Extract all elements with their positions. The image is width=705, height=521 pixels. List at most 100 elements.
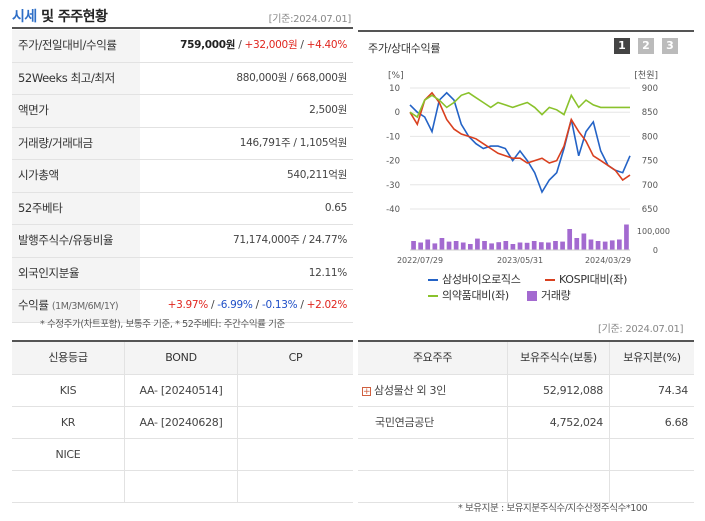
separator: / bbox=[297, 39, 307, 51]
row-value: 12.11% bbox=[308, 266, 348, 279]
row-price: 주가/전일대비/수익률 759,000원 / +32,000원 / +4.40% bbox=[12, 30, 353, 63]
left-tick-label: 10 bbox=[389, 84, 400, 94]
series-line bbox=[409, 91, 631, 182]
row-par-value: 액면가 2,500원 bbox=[12, 95, 353, 128]
series-line bbox=[409, 91, 630, 119]
right-tick-label: 900 bbox=[642, 84, 658, 94]
right-tick-label: 650 bbox=[642, 205, 658, 215]
section-title: 시세 및 주주현황 bbox=[12, 6, 108, 26]
legend-kospi: KOSPI대비(좌) bbox=[545, 271, 627, 287]
current-price: 759,000원 bbox=[180, 39, 236, 51]
chart-panel bbox=[358, 30, 694, 314]
returns-label: 수익률 bbox=[18, 298, 49, 312]
title-rest: 및 주주현황 bbox=[36, 9, 108, 25]
row-label: 시가총액 bbox=[12, 160, 140, 192]
bond-cell bbox=[125, 439, 238, 470]
header-cell: BOND bbox=[125, 342, 238, 374]
legend-swatch bbox=[428, 279, 438, 281]
row-market-cap: 시가총액 540,211억원 bbox=[12, 160, 353, 193]
pct-cell: 74.34 bbox=[658, 384, 688, 397]
volume-bar bbox=[524, 242, 530, 250]
separator: / bbox=[297, 299, 307, 311]
volume-tick-label: 100,000 bbox=[637, 227, 670, 236]
row-value: +3.97% / -6.99% / -0.13% / +2.02% bbox=[140, 290, 348, 322]
volume-bar bbox=[595, 241, 601, 250]
row-value: 759,000원 / +32,000원 / +4.40% bbox=[140, 30, 347, 62]
shares-cell bbox=[508, 471, 610, 502]
header-divider bbox=[12, 27, 353, 29]
row-value: 146,791주 / 1,105억원 bbox=[239, 136, 348, 149]
volume-bar bbox=[453, 241, 459, 250]
chart-title: 주가/상대수익률 bbox=[368, 42, 441, 55]
volume-bar bbox=[588, 239, 594, 250]
volume-bar bbox=[574, 238, 580, 250]
series-line bbox=[409, 91, 631, 194]
volume-bar bbox=[581, 233, 587, 250]
legend-samsung-bio: 삼성바이오로직스 bbox=[428, 271, 521, 287]
row-label: 액면가 bbox=[12, 95, 140, 127]
table-row bbox=[12, 471, 353, 503]
volume-bar bbox=[624, 224, 629, 250]
holder-name-cell[interactable]: + 삼성물산 외 3인 bbox=[358, 375, 508, 406]
agency-cell bbox=[12, 471, 125, 502]
row-value: 71,174,000주 / 24.77% bbox=[232, 234, 347, 246]
volume-bar bbox=[439, 238, 445, 250]
change-rate: +4.40% bbox=[306, 39, 348, 51]
holder-name: 삼성물산 외 3인 bbox=[374, 384, 447, 397]
price-footnote: * 수정주가(차트포함), 보통주 기준, * 52주베타: 주간수익률 기준 bbox=[40, 319, 285, 330]
pct-cell: 6.68 bbox=[664, 416, 689, 429]
volume-bar bbox=[482, 241, 487, 250]
left-tick-label: -40 bbox=[386, 205, 400, 215]
right-axis-unit: [천원] bbox=[634, 70, 658, 81]
row-volume: 거래량/거래대금 146,791주 / 1,105억원 bbox=[12, 127, 353, 160]
row-label: 거래량/거래대금 bbox=[12, 127, 140, 159]
holder-name-cell: 국민연금공단 bbox=[358, 407, 508, 438]
x-tick-label: 2023/05/31 bbox=[497, 256, 543, 265]
volume-bar bbox=[538, 242, 544, 250]
return-1m: +3.97% bbox=[167, 299, 209, 311]
separator: / bbox=[207, 299, 218, 311]
volume-bar bbox=[467, 244, 473, 250]
x-tick-label: 2022/07/29 bbox=[397, 256, 443, 265]
row-foreign: 외국인지분율 12.11% bbox=[12, 257, 353, 290]
table-row: + 삼성물산 외 3인 52,912,088 74.34 bbox=[358, 375, 694, 407]
row-52weeks: 52Weeks 최고/최저 880,000원 / 668,000원 bbox=[12, 62, 353, 95]
volume-bar bbox=[475, 238, 480, 250]
row-label: 외국인지분율 bbox=[12, 257, 140, 289]
volume-bar bbox=[489, 243, 494, 250]
expand-plus-icon[interactable]: + bbox=[362, 386, 371, 397]
right-tick-label: 800 bbox=[642, 132, 658, 142]
return-3m: -6.99% bbox=[217, 299, 253, 311]
legend-swatch bbox=[428, 295, 438, 297]
volume-bar bbox=[602, 241, 608, 250]
volume-tick-label: 0 bbox=[653, 246, 658, 255]
left-tick-label: -10 bbox=[386, 132, 400, 142]
volume-bar bbox=[617, 239, 622, 250]
chart-tab-2[interactable]: 2 bbox=[638, 38, 654, 54]
chart-tab-3[interactable]: 3 bbox=[662, 38, 678, 54]
header-cell: 주요주주 bbox=[358, 342, 508, 374]
right-tick-label: 700 bbox=[642, 181, 658, 191]
row-value: 0.65 bbox=[324, 201, 347, 214]
row-shares: 발행주식수/유동비율 71,174,000주 / 24.77% bbox=[12, 225, 353, 258]
shares-cell: 52,912,088 bbox=[508, 375, 610, 406]
volume-bar bbox=[553, 241, 558, 250]
table-row: KR AA- [20240628] bbox=[12, 407, 353, 439]
return-6m: -0.13% bbox=[261, 299, 298, 311]
chart-tab-1[interactable]: 1 bbox=[614, 38, 630, 54]
header-cell: 신용등급 bbox=[12, 342, 125, 374]
left-tick-label: -30 bbox=[386, 181, 400, 191]
price-change: +32,000원 bbox=[244, 39, 298, 51]
shares-cell bbox=[508, 439, 610, 470]
row-label: 주가/전일대비/수익률 bbox=[12, 30, 140, 62]
legend-volume: 거래량 bbox=[527, 287, 571, 303]
volume-bar bbox=[510, 244, 516, 250]
volume-bar bbox=[460, 242, 466, 250]
agency-cell: KIS bbox=[12, 375, 125, 406]
row-label: 52주베타 bbox=[12, 192, 140, 224]
legend-label: 거래량 bbox=[541, 289, 571, 302]
left-tick-label: 0 bbox=[395, 108, 400, 118]
legend-label: 의약품대비(좌) bbox=[442, 289, 509, 302]
return-1y: +2.02% bbox=[306, 299, 348, 311]
base-date-2: [기준: 2024.07.01] bbox=[598, 324, 684, 335]
